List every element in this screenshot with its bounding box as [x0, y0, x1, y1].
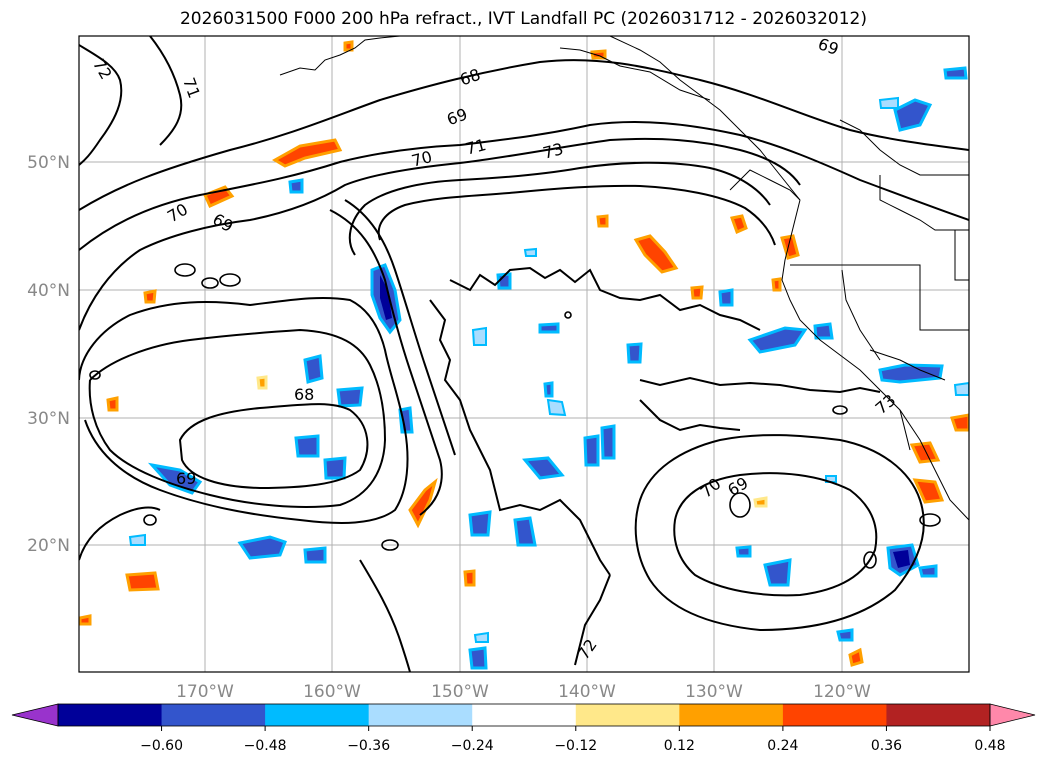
colorbar-segment: [679, 704, 784, 726]
colorbar-segment: [575, 704, 680, 726]
colorbar-segment: [265, 704, 370, 726]
lat-label: 30°N: [27, 409, 70, 429]
lat-label: 40°N: [27, 281, 70, 301]
colorbar-tick-label: 0.12: [664, 738, 695, 754]
colorbar-segment: [368, 704, 473, 726]
lon-label: 170°W: [176, 682, 234, 702]
colorbar-tick-label: 0.36: [871, 738, 902, 754]
negative-anomaly-patches: [128, 66, 969, 670]
lon-label: 160°W: [303, 682, 361, 702]
colorbar-tick-label: 0.48: [974, 738, 1005, 754]
colorbar-segment: [472, 704, 577, 726]
map-area: [79, 36, 969, 672]
colorbar-tick-label: −0.24: [451, 738, 494, 754]
lon-label: 140°W: [558, 682, 616, 702]
contour-label: 69: [816, 34, 842, 59]
colorbar-segment: [58, 704, 163, 726]
colorbar-segment: [782, 704, 887, 726]
contour-label: 71: [464, 135, 489, 159]
positive-anomaly-patches: [79, 40, 969, 667]
colorbar-tick-label: −0.12: [554, 738, 597, 754]
minor-contours: [89, 263, 941, 569]
latitude-labels: 50°N 40°N 30°N 20°N: [27, 153, 70, 556]
contour-label: 70: [410, 147, 435, 171]
lat-label: 20°N: [27, 536, 70, 556]
colorbar-tick-label: −0.60: [140, 738, 183, 754]
contour-label: 68: [294, 385, 314, 404]
coastlines: [279, 36, 969, 521]
contour-label: 69: [176, 469, 196, 488]
longitude-labels: 170°W 160°W 150°W 140°W 130°W 120°W: [176, 682, 871, 702]
map-title: 2026031500 F000 200 hPa refract., IVT La…: [179, 9, 867, 29]
colorbar-segment: [161, 704, 266, 726]
colorbar-segment: [886, 704, 991, 726]
contour-lines: [79, 36, 969, 672]
lon-label: 120°W: [813, 682, 871, 702]
lon-label: 150°W: [431, 682, 489, 702]
colorbar-tick-label: −0.48: [244, 738, 287, 754]
contour-label: 73: [541, 139, 566, 163]
colorbar: −0.60 −0.48 −0.36 −0.24 −0.12 0.12 0.24 0.36 0.4…: [11, 703, 1036, 754]
colorbar-extend-low: [12, 704, 58, 726]
colorbar-extend-high: [990, 704, 1035, 726]
lat-label: 50°N: [27, 153, 70, 173]
colorbar-tick-label: 0.24: [767, 738, 798, 754]
colorbar-tick-label: −0.36: [347, 738, 390, 754]
map-border: [78, 35, 970, 673]
lon-label: 130°W: [685, 682, 743, 702]
